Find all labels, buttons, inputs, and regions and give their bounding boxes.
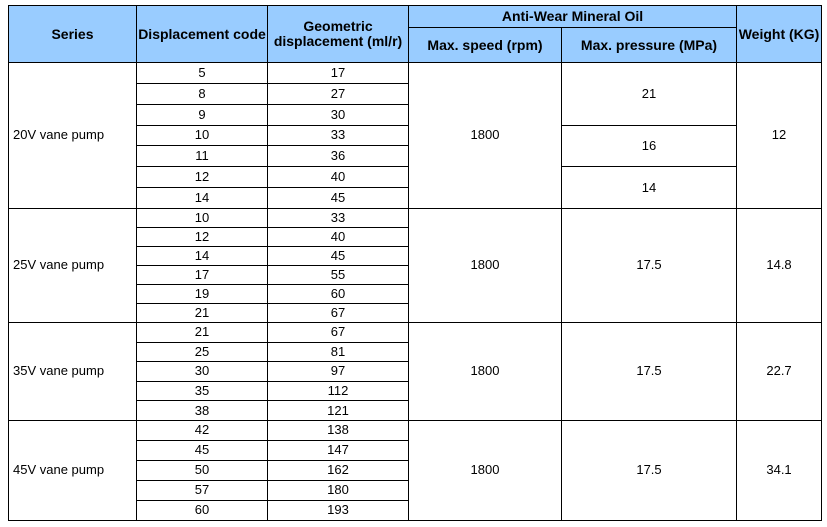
displacement-code-cell: 14 [136,187,268,209]
displacement-code-cell: 9 [136,103,268,126]
geometric-displacement-cell: 40 [267,226,409,247]
weight-cell: 22.7 [736,321,823,421]
max-pressure-cell: 21 [560,62,738,126]
displacement-code-cell: 17 [136,264,268,285]
displacement-code-cell: 25 [136,341,268,363]
displacement-code-cell: 5 [136,62,268,84]
table-row: 17 55 [9,264,822,285]
displacement-code-cell: 14 [136,245,268,266]
header-weight: Weight (KG) [736,5,823,63]
table-row: 25V vane pump 10 33 1800 17.5 14.8 [8,207,823,323]
displacement-code-cell: 42 [136,419,268,441]
table-row: 25 81 [9,341,822,363]
table-row: 12 40 14 [9,166,822,209]
displacement-code-cell: 50 [136,459,268,481]
geometric-displacement-cell: 162 [267,459,409,481]
displacement-code-cell: 12 [136,166,268,189]
displacement-code-cell: 57 [136,479,268,501]
geometric-displacement-cell: 45 [267,245,409,266]
displacement-code-cell: 19 [136,283,268,304]
geometric-displacement-cell: 33 [267,124,409,147]
geometric-displacement-cell: 36 [267,145,409,168]
header-series: Series [8,5,137,63]
displacement-code-cell: 30 [136,361,268,382]
geometric-displacement-cell: 40 [267,166,409,189]
geometric-displacement-cell: 180 [267,479,409,501]
geometric-displacement-cell: 112 [267,380,409,402]
table-row: 9 30 [9,103,822,126]
table-body: 20V vane pump 5 17 1800 21 12 8 27 9 30 10 33 16 11 36… [8,62,823,521]
geometric-displacement-cell: 138 [267,419,409,441]
table-row: 35V vane pump 21 67 1800 17.5 22.7 [8,321,823,421]
geometric-displacement-cell: 27 [267,82,409,105]
table-row: 12 40 [9,226,822,247]
geometric-displacement-cell: 147 [267,439,409,461]
max-pressure-cell: 17.5 [560,419,738,521]
geometric-displacement-cell: 67 [267,302,409,323]
weight-cell: 34.1 [736,419,823,521]
table-row: 45V vane pump 42 138 1800 17.5 34.1 [8,419,823,521]
displacement-code-cell: 60 [136,499,268,521]
table-row: 11 36 [9,145,822,168]
max-speed-cell: 1800 [408,321,562,421]
geometric-displacement-cell: 55 [267,264,409,285]
max-pressure-cell: 14 [560,166,738,209]
max-speed-cell: 1800 [408,419,562,521]
displacement-code-cell: 38 [136,400,268,421]
series-cell: 45V vane pump [8,419,137,521]
max-pressure-cell: 17.5 [560,321,738,421]
table-row: 20V vane pump 5 17 1800 21 12 [8,62,823,209]
displacement-code-cell: 10 [136,207,268,228]
table-row: 14 45 [9,245,822,266]
geometric-displacement-cell: 17 [267,62,409,84]
pump-spec-table: Series Displacement code Geometric displ… [8,5,823,521]
series-cell: 35V vane pump [8,321,137,421]
header-max-speed: Max. speed (rpm) [408,27,562,63]
displacement-code-cell: 10 [136,124,268,147]
displacement-code-cell: 45 [136,439,268,461]
table-row: 19 60 [9,283,822,304]
displacement-code-cell: 35 [136,380,268,402]
max-speed-cell: 1800 [408,62,562,209]
displacement-code-cell: 21 [136,321,268,343]
table-row: 50 162 [9,459,822,481]
table-row: 21 67 [9,302,822,323]
header-displacement-code: Displacement code [136,5,268,63]
geometric-displacement-cell: 60 [267,283,409,304]
max-pressure-cell: 16 [560,124,738,168]
header-anti-wear-oil: Anti-Wear Mineral Oil [407,5,738,28]
displacement-code-cell: 8 [136,82,268,105]
header-max-pressure: Max. pressure (MPa) [560,27,738,63]
geometric-displacement-cell: 30 [267,103,409,126]
geometric-displacement-cell: 33 [267,207,409,228]
displacement-code-cell: 21 [136,302,268,323]
table-row: 57 180 [9,479,822,501]
displacement-code-cell: 11 [136,145,268,168]
weight-cell: 14.8 [736,207,823,323]
header-geometric-displacement: Geometric displacement (ml/r) [267,5,409,63]
geometric-displacement-cell: 45 [267,187,409,209]
weight-cell: 12 [736,62,823,209]
geometric-displacement-cell: 67 [267,321,409,343]
max-speed-cell: 1800 [408,207,562,323]
geometric-displacement-cell: 193 [267,499,409,521]
geometric-displacement-cell: 97 [267,361,409,382]
table-row: 45 147 [9,439,822,461]
table-row: 14 45 [9,187,822,209]
geometric-displacement-cell: 81 [267,341,409,363]
table-row: 60 193 [9,499,822,521]
max-pressure-cell: 17.5 [560,207,738,323]
series-cell: 25V vane pump [8,207,137,323]
displacement-code-cell: 12 [136,226,268,247]
geometric-displacement-cell: 121 [267,400,409,421]
series-cell: 20V vane pump [8,62,137,209]
